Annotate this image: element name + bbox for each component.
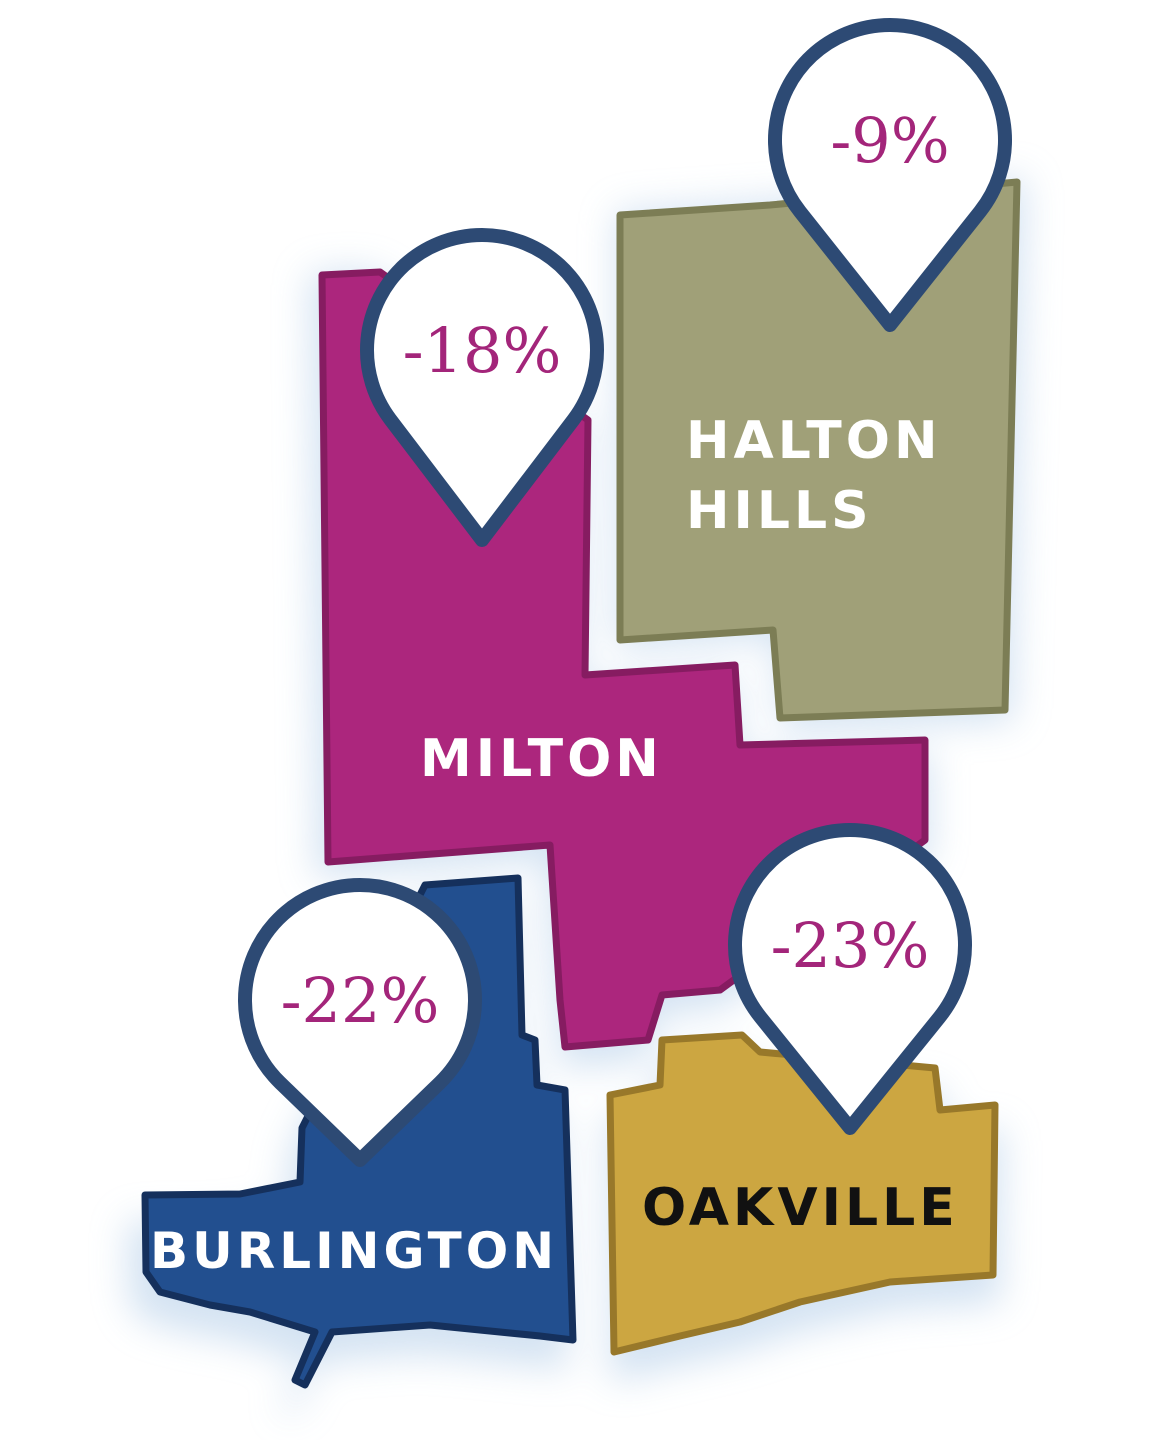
percent-change: -23% xyxy=(771,909,930,982)
region-oakville[interactable] xyxy=(606,1031,999,1356)
pin-halton-hills[interactable]: -9% xyxy=(768,18,1012,332)
map-pin-icon xyxy=(238,878,482,1167)
burlington-label: BURLINGTON xyxy=(150,1222,558,1280)
halton-hills-label-line1: HALTON xyxy=(686,411,942,471)
percent-change: -9% xyxy=(830,104,949,177)
percent-change: -22% xyxy=(281,964,440,1037)
map-pin-icon xyxy=(728,823,972,1135)
oakville-label: OAKVILLE xyxy=(642,1178,959,1238)
milton-label: MILTON xyxy=(420,729,663,789)
percent-change: -18% xyxy=(403,314,562,387)
pin-burlington[interactable]: -22% xyxy=(238,878,482,1167)
map-pin-icon xyxy=(360,228,604,547)
map-pin-icon xyxy=(768,18,1012,332)
halton-hills-label-line2: HILLS xyxy=(686,481,873,541)
pin-oakville[interactable]: -23% xyxy=(728,823,972,1135)
pin-milton[interactable]: -18% xyxy=(360,228,604,547)
